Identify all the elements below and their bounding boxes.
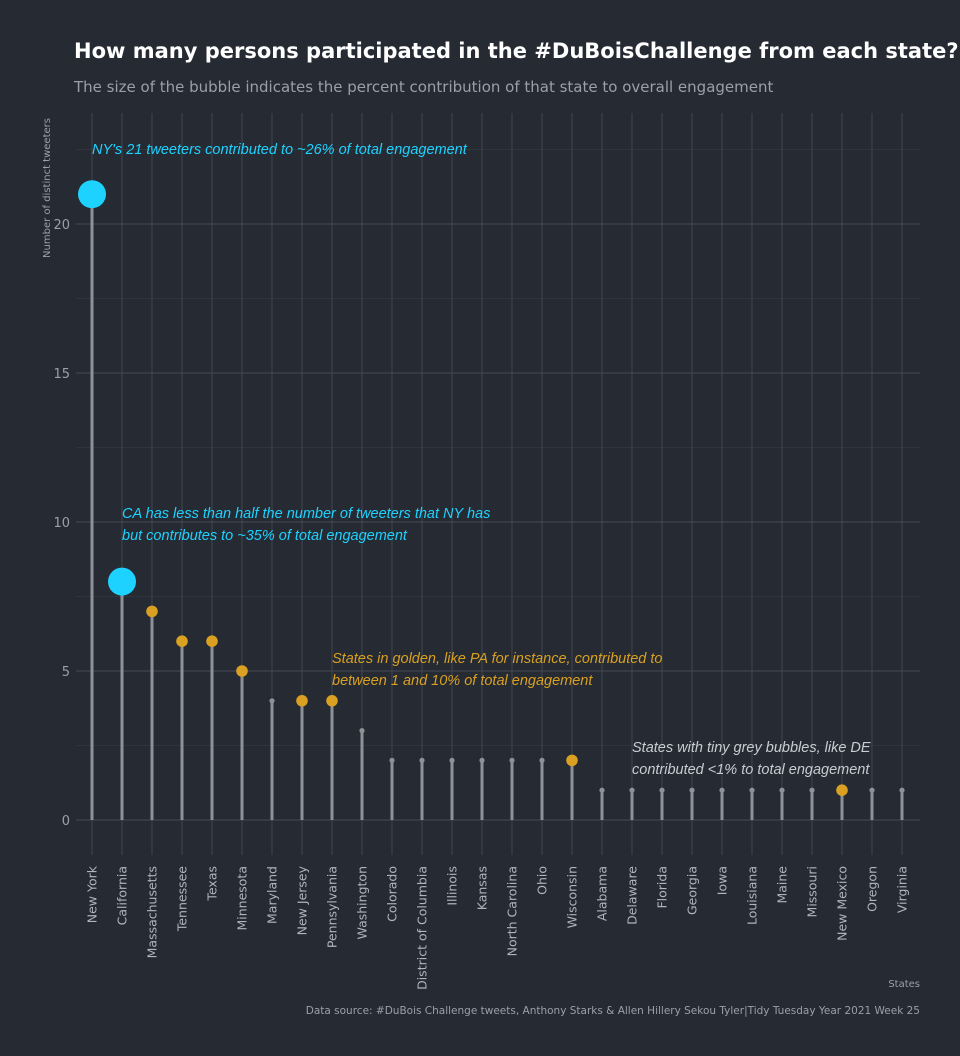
lollipop-bubble [236, 665, 248, 677]
lollipop-bubble [419, 757, 425, 764]
annotation-text: States with tiny grey bubbles, like DE [632, 740, 871, 756]
lollipop-bubble [599, 787, 605, 793]
x-tick-label: District of Columbia [415, 866, 430, 990]
x-tick-label: Alabama [595, 866, 610, 921]
lollipop-bubble [359, 728, 365, 734]
x-tick-label: New York [85, 865, 100, 923]
lollipop-bubble [206, 635, 218, 647]
x-tick-label: Florida [655, 866, 670, 909]
y-axis-ticks: 0 5 10 15 20 [53, 218, 70, 829]
x-tick-label: Maine [775, 866, 790, 904]
x-tick-label: Texas [205, 866, 220, 902]
y-tick-label: 10 [53, 516, 70, 531]
x-tick-label: Minnesota [235, 866, 250, 931]
x-tick-label: New Jersey [295, 865, 310, 935]
lollipop-bubble [659, 787, 665, 793]
lollipop-bubble [869, 787, 875, 793]
y-tick-label: 5 [62, 665, 70, 680]
lollipop-bubbles [78, 180, 905, 796]
lollipop-stems [90, 194, 904, 820]
x-tick-label: New Mexico [835, 866, 850, 941]
lollipop-bubble [689, 787, 695, 793]
x-tick-label: Tennessee [175, 866, 190, 932]
x-tick-label: Maryland [265, 866, 280, 924]
x-tick-label: Pennsylvania [325, 866, 340, 948]
lollipop-bubble [779, 787, 785, 793]
y-tick-label: 0 [62, 814, 70, 829]
lollipop-bubble [389, 757, 395, 764]
x-tick-label: Delaware [625, 866, 640, 925]
lollipop-bubble [176, 635, 188, 647]
x-tick-label: North Carolina [505, 866, 520, 956]
x-tick-label: Georgia [685, 866, 700, 915]
x-tick-label: Washington [355, 866, 370, 939]
lollipop-bubble [479, 757, 485, 764]
annotation-text: between 1 and 10% of total engagement [332, 673, 593, 689]
x-tick-label: Illinois [445, 866, 460, 906]
chart-caption: Data source: #DuBois Challenge tweets, A… [306, 1005, 920, 1017]
annotation-text: CA has less than half the number of twee… [122, 506, 490, 522]
x-tick-label: Missouri [805, 866, 820, 917]
lollipop-bubble [566, 754, 578, 767]
x-tick-label: Wisconsin [565, 866, 580, 928]
lollipop-bubble [749, 787, 755, 793]
lollipop-bubble [899, 787, 905, 793]
y-axis-title: Number of distinct tweeters [42, 118, 53, 258]
x-tick-label: Iowa [715, 866, 730, 895]
lollipop-bubble [269, 698, 275, 704]
lollipop-bubble [539, 757, 545, 764]
x-tick-label: Kansas [475, 866, 490, 910]
lollipop-bubble [326, 695, 338, 707]
x-tick-label: California [115, 866, 130, 925]
lollipop-bubble [296, 695, 308, 707]
x-tick-label: Colorado [385, 866, 400, 922]
lollipop-bubble [719, 787, 725, 793]
y-tick-label: 15 [53, 367, 70, 382]
lollipop-bubble [836, 784, 848, 796]
x-axis-title: States [888, 979, 920, 990]
chart-title: How many persons participated in the #Du… [74, 39, 959, 63]
lollipop-bubble [509, 757, 515, 764]
lollipop-bubble [146, 605, 158, 618]
annotation-text: NY's 21 tweeters contributed to ~26% of … [92, 142, 468, 158]
lollipop-bubble [449, 757, 455, 764]
lollipop-bubble [629, 787, 635, 793]
lollipop-bubble [809, 787, 815, 793]
chart-subtitle: The size of the bubble indicates the per… [73, 78, 773, 96]
x-tick-label: Massachusetts [145, 866, 160, 958]
x-axis-ticks: New York California Massachusetts Tennessee… [85, 865, 910, 990]
x-tick-label: Virginia [895, 866, 910, 913]
annotation-text: States in golden, like PA for instance, … [332, 651, 662, 667]
x-tick-label: Louisiana [745, 866, 760, 925]
lollipop-bubble [108, 567, 136, 596]
annotations: NY's 21 tweeters contributed to ~26% of … [92, 142, 871, 778]
y-tick-label: 20 [53, 218, 70, 233]
lollipop-bubble [78, 180, 106, 209]
annotation-text: contributed <1% to total engagement [632, 762, 870, 778]
x-tick-label: Ohio [535, 866, 550, 895]
x-tick-label: Oregon [865, 866, 880, 912]
annotation-text: but contributes to ~35% of total engagem… [122, 528, 408, 544]
